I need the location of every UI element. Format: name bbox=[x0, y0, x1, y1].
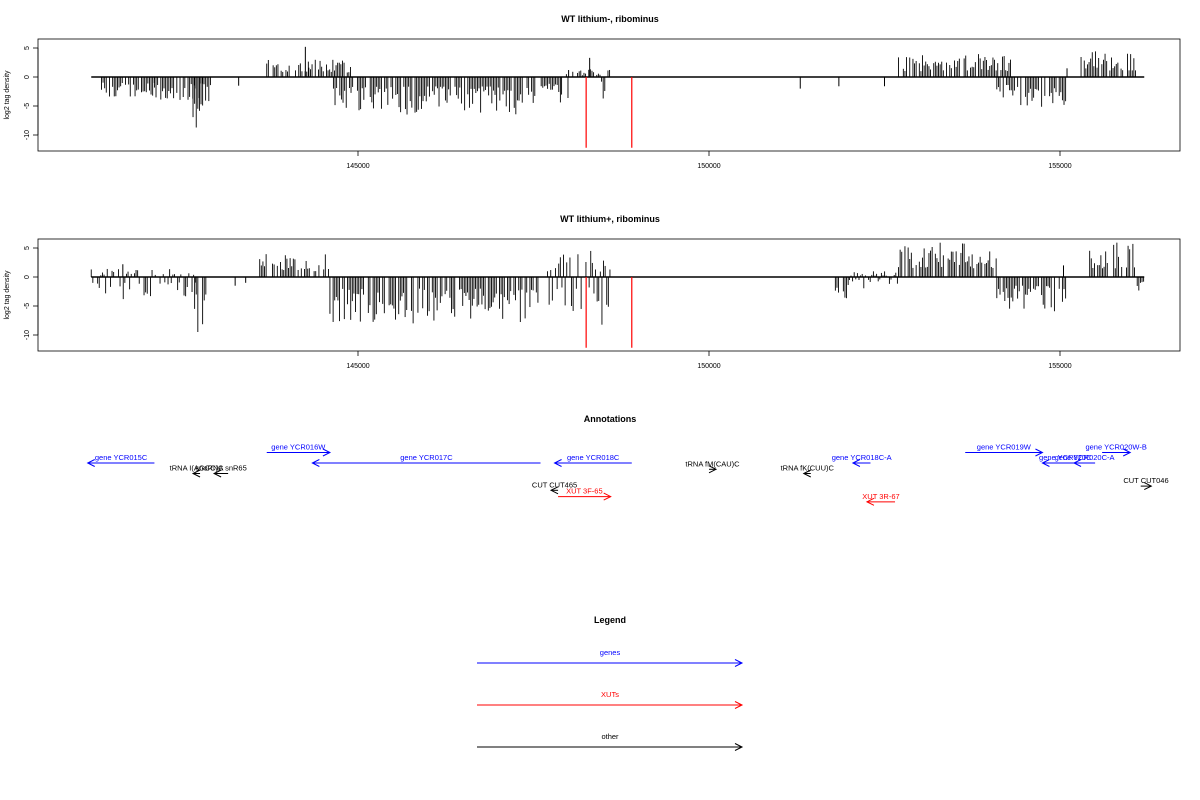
legend-arrow-head bbox=[734, 659, 744, 667]
feature-arrow-head bbox=[1122, 448, 1132, 457]
legend: Legend genes XUTs other bbox=[477, 615, 744, 751]
legend-entry: XUTs bbox=[477, 690, 744, 709]
annotation-feature: gene YCR016W bbox=[266, 443, 332, 457]
feature-arrow-head bbox=[212, 469, 222, 478]
feature-label: XUT 3F-65 bbox=[566, 487, 603, 496]
marker-lines bbox=[585, 277, 633, 348]
y-axis-label: log2 tag density bbox=[4, 70, 11, 120]
annotation-feature: gene YCR017C bbox=[311, 453, 541, 467]
feature-label: snoRNA snR65 bbox=[195, 464, 246, 473]
feature-label: tRNA I(AGCC)C bbox=[170, 464, 224, 473]
panel-title: WT lithium-, ribominus bbox=[561, 14, 659, 24]
panel-title: WT lithium+, ribominus bbox=[560, 214, 660, 224]
feature-arrow-head bbox=[86, 459, 95, 467]
feature-label: CUT CUT465 bbox=[532, 480, 577, 489]
legend-title: Legend bbox=[594, 615, 626, 625]
y-tick-label: 5 bbox=[24, 46, 31, 50]
y-tick-label: 0 bbox=[24, 275, 31, 279]
legend-entries: genes XUTs other bbox=[477, 648, 744, 751]
feature-arrow-head bbox=[708, 465, 718, 474]
y-tick-label: 0 bbox=[24, 75, 31, 79]
annotation-feature: CUT CUT465 bbox=[532, 480, 577, 495]
annotation-feature: gene YCR018C-A bbox=[832, 453, 892, 467]
legend-arrow-head bbox=[734, 743, 744, 751]
annotation-feature: tRNA fM(CAU)C bbox=[685, 459, 740, 474]
legend-label: XUTs bbox=[601, 690, 619, 699]
y-tick-label: -10 bbox=[24, 330, 31, 340]
feature-label: XUT 3R-67 bbox=[862, 492, 899, 501]
feature-label: tRNA fK(CUU)C bbox=[781, 464, 835, 473]
annotation-feature: gene YCR018C bbox=[553, 453, 632, 467]
feature-label: CUT CUT046 bbox=[1123, 476, 1168, 485]
feature-label: gene YCR015C bbox=[95, 453, 148, 462]
feature-arrow-head bbox=[311, 459, 320, 467]
annotation-feature: tRNA I(AGCC)C bbox=[170, 464, 224, 478]
legend-label: genes bbox=[600, 648, 621, 657]
feature-arrow-head bbox=[851, 459, 861, 467]
feature-label: gene YCR018C bbox=[567, 453, 620, 462]
feature-arrow-head bbox=[1144, 482, 1153, 491]
annotations-title: Annotations bbox=[584, 414, 637, 424]
y-tick-label: -10 bbox=[24, 130, 31, 140]
feature-label: gene YCR018C-A bbox=[832, 453, 892, 462]
feature-label: gene YCR019W bbox=[977, 443, 1032, 452]
legend-label: other bbox=[601, 732, 619, 741]
annotation-feature: gene YCR020C-A bbox=[1055, 453, 1115, 467]
coverage-panel-lithium-plus: WT lithium+, ribominus log2 tag density … bbox=[4, 214, 1181, 370]
feature-label: tRNA fM(CAU)C bbox=[685, 459, 740, 468]
y-tick-label: -5 bbox=[24, 103, 31, 109]
annotation-feature: XUT 3R-67 bbox=[862, 492, 900, 506]
feature-arrow-head bbox=[603, 492, 612, 501]
x-axis-ticks: 145000 150000 155000 bbox=[346, 351, 1072, 370]
feature-label: gene YCR020W-B bbox=[1085, 443, 1146, 452]
y-axis-ticks: 5 0 -5 -10 bbox=[24, 46, 39, 140]
coverage-panel-lithium-minus: WT lithium-, ribominus log2 tag density … bbox=[4, 14, 1181, 170]
x-tick-label: 145000 bbox=[346, 363, 369, 370]
legend-entry: other bbox=[477, 732, 744, 751]
feature-label: gene YCR020C bbox=[1039, 453, 1092, 462]
legend-entry: genes bbox=[477, 648, 744, 667]
x-tick-label: 150000 bbox=[697, 363, 720, 370]
y-axis-ticks: 5 0 -5 -10 bbox=[24, 246, 39, 340]
legend-arrow-head bbox=[734, 701, 744, 709]
annotation-feature: gene YCR019W bbox=[965, 443, 1044, 457]
feature-arrow-head bbox=[549, 486, 559, 495]
annotation-feature: tRNA fK(CUU)C bbox=[781, 464, 835, 478]
x-tick-label: 155000 bbox=[1048, 163, 1071, 170]
feature-label: gene YCR016W bbox=[271, 443, 326, 452]
annotation-feature: gene YCR015C bbox=[86, 453, 155, 467]
feature-label: gene YCR017C bbox=[400, 453, 453, 462]
feature-arrow-head bbox=[1041, 459, 1050, 467]
feature-arrow-head bbox=[553, 459, 562, 467]
annotation-feature: gene YCR020W-B bbox=[1085, 443, 1147, 457]
feature-arrow-head bbox=[1072, 459, 1082, 467]
coverage-bars bbox=[91, 46, 1145, 128]
x-tick-label: 150000 bbox=[697, 163, 720, 170]
x-tick-label: 155000 bbox=[1048, 363, 1071, 370]
x-axis-ticks: 145000 150000 155000 bbox=[346, 151, 1072, 170]
y-axis-label: log2 tag density bbox=[4, 270, 11, 320]
annotation-feature: XUT 3F-65 bbox=[558, 487, 612, 501]
annotation-feature: snoRNA snR65 bbox=[195, 464, 247, 478]
feature-arrow-head bbox=[802, 469, 811, 478]
y-tick-label: -5 bbox=[24, 303, 31, 309]
feature-arrow-head bbox=[191, 469, 201, 478]
annotation-features: gene YCR015C gene YCR016W gene YCR017C gene… bbox=[86, 443, 1169, 506]
feature-arrow-head bbox=[865, 497, 875, 506]
feature-arrow-head bbox=[322, 448, 332, 457]
annotation-feature: CUT CUT046 bbox=[1123, 476, 1169, 491]
feature-arrow-head bbox=[1035, 448, 1044, 457]
x-tick-label: 145000 bbox=[346, 163, 369, 170]
y-tick-label: 5 bbox=[24, 246, 31, 250]
coverage-bars bbox=[90, 242, 1145, 333]
marker-lines bbox=[585, 77, 633, 148]
feature-label: gene YCR020C-A bbox=[1055, 453, 1115, 462]
